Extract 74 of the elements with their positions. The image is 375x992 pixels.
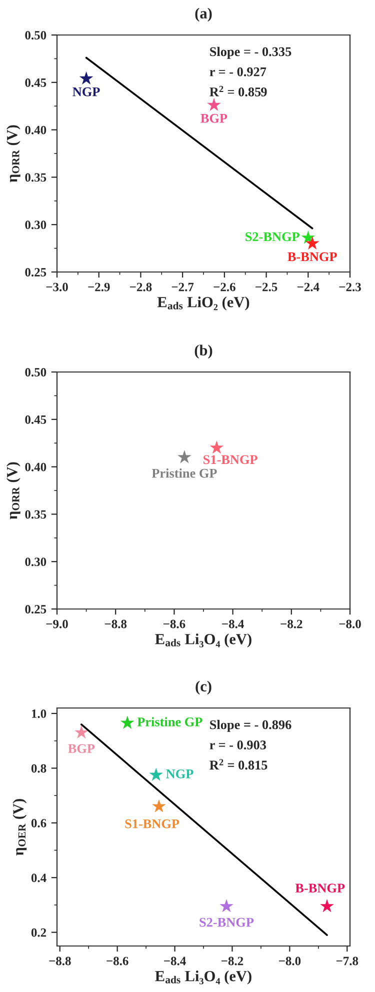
x-tick-label: −2.9 <box>88 282 110 292</box>
y-tick-label: 0.30 <box>25 220 46 230</box>
x-axis-title: E$_{ads}$ LiO₂ (eV) <box>157 296 250 310</box>
series-label: NGP <box>166 769 194 778</box>
point <box>305 236 320 250</box>
x-tick-label: −8.4 <box>164 956 186 966</box>
y-axis-title: η$_{OER}$ (V) <box>12 799 27 856</box>
y-tick-label: 0.40 <box>25 462 46 472</box>
x-tick-label: −2.8 <box>130 282 152 292</box>
x-tick-label: −2.7 <box>172 282 194 292</box>
x-tick-label: −8.6 <box>163 620 186 628</box>
annotation: R$^{2}$ = 0.815 <box>210 759 268 770</box>
annotation: r = - 0.927 <box>210 67 266 76</box>
series-label: BGP <box>68 744 95 754</box>
series-label: B-BNGP <box>295 884 345 893</box>
annotation: r = - 0.903 <box>210 740 266 750</box>
y-tick-label: 0.50 <box>25 31 46 40</box>
x-axis-title: E$_{ads}$ Li₃O₄ (eV) <box>155 634 252 648</box>
x-tick-label: −2.3 <box>339 282 361 292</box>
annotation: R$^{2}$ = 0.859 <box>210 86 267 96</box>
x-tick-label: −8.6 <box>106 956 128 966</box>
point <box>320 899 334 912</box>
point <box>301 230 316 244</box>
y-tick-label: 0.40 <box>25 126 46 134</box>
x-tick-label: −8.4 <box>222 620 244 628</box>
series-label: NGP <box>72 87 100 96</box>
point <box>120 716 134 729</box>
x-tick-label: −7.8 <box>336 956 358 966</box>
x-tick-label: −8.8 <box>104 620 127 628</box>
x-tick-label: −8.0 <box>278 956 301 966</box>
series-label: S1-BNGP <box>125 819 180 828</box>
x-axis-title: E$_{ads}$ Li₃O₄ (eV) <box>155 970 252 984</box>
point <box>207 98 221 112</box>
point <box>152 799 166 812</box>
x-tick-label: −8.8 <box>49 956 71 966</box>
y-tick-label: 0.35 <box>25 173 46 182</box>
series-label: Pristine GP <box>137 717 202 726</box>
y-tick-label: 0.25 <box>25 605 46 614</box>
y-tick-label: 0.50 <box>25 368 46 377</box>
point <box>79 71 94 84</box>
y-tick-label: 0.25 <box>25 268 46 277</box>
x-tick-label: −8.2 <box>222 956 244 966</box>
x-tick-label: −2.4 <box>297 282 320 292</box>
chart-title: (c) <box>196 680 212 695</box>
series-label: BGP <box>200 114 228 123</box>
point <box>74 725 88 739</box>
y-tick-label: 0.45 <box>25 78 46 87</box>
y-tick-label: 0.35 <box>25 510 46 519</box>
y-tick-label: 0.8 <box>31 764 46 773</box>
y-tick-label: 1.0 <box>32 709 46 718</box>
x-tick-label: −2.6 <box>214 282 236 292</box>
series-label: S1-BNGP <box>204 455 258 464</box>
chart-title: (a) <box>195 8 212 22</box>
x-tick-label: −8.0 <box>339 620 361 628</box>
x-tick-label: −3.0 <box>46 282 68 292</box>
y-tick-label: 0.6 <box>31 818 46 828</box>
point <box>149 768 164 781</box>
series-label: S2-BNGP <box>246 232 300 242</box>
chart-title: (b) <box>194 344 212 359</box>
y-axis-title: η$_{ORR}$ (V) <box>6 125 20 182</box>
series-label: S2-BNGP <box>200 918 254 927</box>
series-label: Pristine GP <box>152 468 217 478</box>
y-axis-title: η$_{ORR}$ (V) <box>6 462 20 520</box>
x-tick-label: −8.2 <box>280 620 302 628</box>
annotation: Slope = - 0.335 <box>210 46 292 59</box>
y-tick-label: 0.45 <box>25 415 46 424</box>
point <box>220 899 234 912</box>
y-tick-label: 0.2 <box>31 928 46 937</box>
y-tick-label: 0.4 <box>31 874 46 882</box>
series-label: B-BNGP <box>288 252 337 262</box>
y-tick-label: 0.30 <box>25 558 46 566</box>
x-tick-label: −9.0 <box>46 620 68 628</box>
annotation: Slope = - 0.896 <box>210 720 292 732</box>
x-tick-label: −2.5 <box>256 282 278 292</box>
